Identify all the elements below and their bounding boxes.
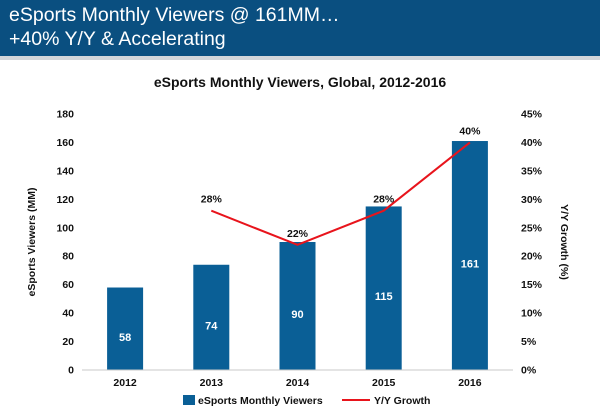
banner-divider — [0, 56, 600, 60]
legend-bar-swatch — [183, 395, 195, 405]
legend-bar-label: eSports Monthly Viewers — [198, 395, 323, 407]
y2-tick-label: 0% — [521, 365, 537, 377]
x-tick-label: 2013 — [200, 377, 224, 389]
growth-value-label: 40% — [459, 125, 481, 137]
y-tick-label: 140 — [56, 165, 74, 177]
y-tick-label: 180 — [56, 109, 74, 121]
bar-value-label: 161 — [461, 259, 479, 271]
y2-tick-label: 30% — [521, 194, 543, 206]
bar-value-label: 58 — [119, 332, 131, 344]
bar-2016 — [451, 141, 488, 370]
bar-2015 — [365, 206, 402, 370]
y2-tick-label: 10% — [521, 308, 543, 320]
growth-value-label: 22% — [287, 228, 309, 240]
y2-tick-label: 35% — [521, 165, 543, 177]
y2-tick-label: 5% — [521, 336, 537, 348]
growth-value-label: 28% — [373, 194, 395, 206]
y2-tick-label: 40% — [521, 137, 543, 149]
chart-title: eSports Monthly Viewers, Global, 2012-20… — [154, 74, 447, 90]
y-tick-label: 120 — [56, 194, 74, 206]
y-tick-label: 20 — [62, 336, 74, 348]
bar-value-label: 90 — [291, 309, 303, 321]
growth-line — [210, 141, 471, 246]
y-tick-label: 80 — [62, 251, 74, 263]
x-tick-label: 2015 — [372, 377, 396, 389]
x-tick-label: 2014 — [286, 377, 310, 389]
x-tick-label: 2012 — [113, 377, 137, 389]
y-tick-label: 40 — [62, 308, 74, 320]
bar-value-label: 115 — [375, 291, 393, 303]
y-tick-label: 60 — [62, 279, 74, 291]
title-banner: eSports Monthly Viewers @ 161MM… +40% Y/… — [0, 0, 600, 56]
bar-value-label: 74 — [205, 320, 218, 332]
bar-2013 — [193, 264, 230, 370]
x-tick-label: 2016 — [458, 377, 482, 389]
y2-tick-label: 15% — [521, 279, 543, 291]
y-tick-label: 100 — [56, 222, 74, 234]
y2-tick-label: 25% — [521, 222, 543, 234]
growth-value-label: 28% — [201, 194, 223, 206]
legend-line-label: Y/Y Growth — [374, 395, 430, 407]
y2-tick-label: 20% — [521, 251, 543, 263]
slide-title-line-2: +40% Y/Y & Accelerating — [9, 28, 226, 50]
y-tick-label: 160 — [56, 137, 74, 149]
slide-title-line-1: eSports Monthly Viewers @ 161MM… — [9, 4, 340, 26]
bar-2014 — [279, 242, 316, 370]
y2-axis-title: Y/Y Growth (%) — [558, 204, 570, 280]
y-tick-label: 0 — [68, 365, 74, 377]
y-axis-title: eSports Viewers (MM) — [26, 188, 38, 297]
y2-tick-label: 45% — [521, 109, 543, 121]
bar-2012 — [107, 287, 144, 370]
